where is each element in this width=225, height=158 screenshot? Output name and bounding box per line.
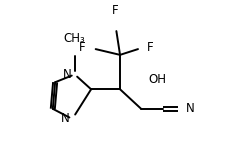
Text: F: F bbox=[146, 41, 153, 54]
Text: F: F bbox=[112, 4, 118, 17]
Text: OH: OH bbox=[148, 73, 165, 86]
Text: CH₃: CH₃ bbox=[63, 32, 85, 45]
Text: N: N bbox=[60, 112, 69, 125]
Text: F: F bbox=[79, 41, 85, 54]
Text: N: N bbox=[185, 102, 194, 115]
Text: N: N bbox=[63, 68, 71, 81]
